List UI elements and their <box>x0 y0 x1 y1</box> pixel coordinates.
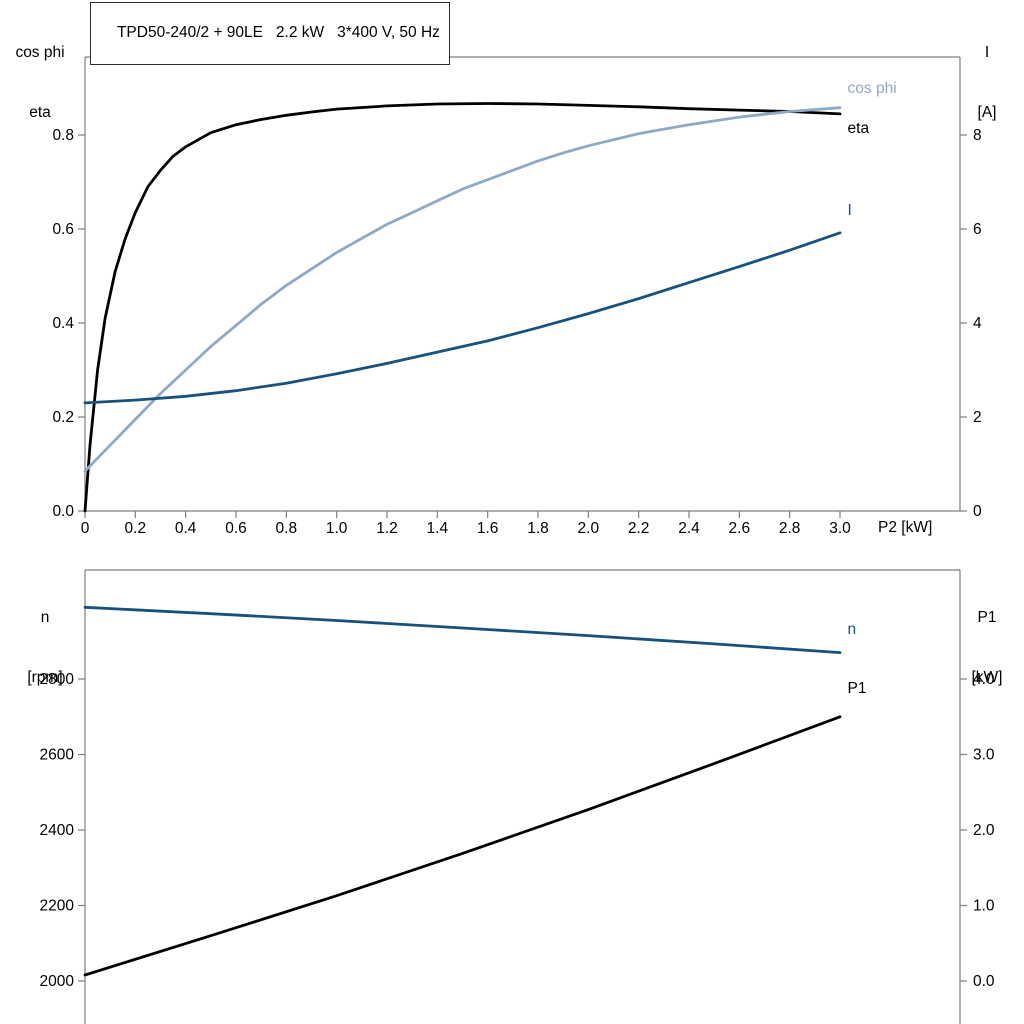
y-left-tick-label: 0.2 <box>52 409 74 426</box>
x-tick-label: 2.0 <box>578 520 600 537</box>
curve-label-speed: n <box>848 621 857 638</box>
x-tick-label: 2.2 <box>628 520 650 537</box>
x-tick-label: 0.6 <box>225 520 247 537</box>
x-tick-label: 1.8 <box>527 520 549 537</box>
axis-title-current: I <box>984 44 990 61</box>
curve-label-cos-phi: cos phi <box>848 80 897 97</box>
axis-title-speed-unit: [rpm] <box>27 669 63 686</box>
axis-title-p1-unit: [kW] <box>971 669 1003 686</box>
x-tick-label: 1.2 <box>376 520 398 537</box>
axis-title-current-unit: [A] <box>977 104 997 121</box>
y-right-tick-label: 3.0 <box>973 747 995 764</box>
bottom-chart-left-axis-title: n [rpm] <box>6 568 84 728</box>
curve-current <box>83 231 842 405</box>
y-left-tick-label: 2600 <box>40 747 75 764</box>
x-tick-label: 0 <box>81 520 90 537</box>
chart-title-box: TPD50-240/2 + 90LE 2.2 kW 3*400 V, 50 Hz <box>90 2 450 65</box>
y-right-tick-label: 2.0 <box>973 822 995 839</box>
y-left-tick-label: 0.4 <box>52 315 74 332</box>
x-tick-label: 1.4 <box>427 520 449 537</box>
y-left-tick-label: 2000 <box>40 973 75 990</box>
x-axis-title: P2 [kW] <box>878 519 933 536</box>
y-right-tick-label: 4 <box>973 315 982 332</box>
bottom-chart-right-axis-title: P1 [kW] <box>956 568 1018 728</box>
axis-title-p1: P1 <box>977 609 997 626</box>
top-chart-left-axis-title: cos phi eta <box>2 3 78 163</box>
x-tick-label: 0.4 <box>175 520 197 537</box>
y-right-tick-label: 4.0 <box>973 671 995 688</box>
curve-label-eta: eta <box>848 120 870 137</box>
x-tick-label: 2.4 <box>678 520 700 537</box>
y-left-tick-label: 2800 <box>40 671 75 688</box>
y-right-tick-label: 8 <box>973 127 982 144</box>
top-chart-right-axis-title: I [A] <box>958 3 1016 163</box>
curve-p1 <box>83 715 842 977</box>
y-right-tick-label: 6 <box>973 221 982 238</box>
axis-title-cos-phi: cos phi <box>15 44 65 61</box>
y-left-tick-label: 0.6 <box>52 221 74 238</box>
curve-label-current: I <box>848 202 852 219</box>
axis-title-speed: n <box>40 609 50 626</box>
x-tick-label: 0.8 <box>276 520 298 537</box>
y-left-tick-label: 0.8 <box>52 127 74 144</box>
y-right-tick-label: 0 <box>973 503 982 520</box>
y-right-tick-label: 1.0 <box>973 898 995 915</box>
curve-label-p1: P1 <box>848 680 867 697</box>
curve-speed <box>83 605 842 654</box>
chart-title: TPD50-240/2 + 90LE 2.2 kW 3*400 V, 50 Hz <box>116 24 440 41</box>
y-left-tick-label: 2400 <box>40 822 75 839</box>
x-tick-label: 1.6 <box>477 520 499 537</box>
x-tick-label: 0.2 <box>125 520 147 537</box>
y-right-tick-label: 0.0 <box>973 973 995 990</box>
axis-title-eta: eta <box>29 104 51 121</box>
y-left-tick-label: 2200 <box>40 898 75 915</box>
y-left-tick-label: 0.0 <box>52 503 74 520</box>
y-right-tick-label: 2 <box>973 409 982 426</box>
x-tick-label: 3.0 <box>829 520 851 537</box>
curve-cos-phi <box>83 106 842 473</box>
x-tick-label: 2.8 <box>779 520 801 537</box>
curve-eta <box>83 102 842 513</box>
x-tick-label: 2.6 <box>729 520 751 537</box>
x-tick-label: 1.0 <box>326 520 348 537</box>
